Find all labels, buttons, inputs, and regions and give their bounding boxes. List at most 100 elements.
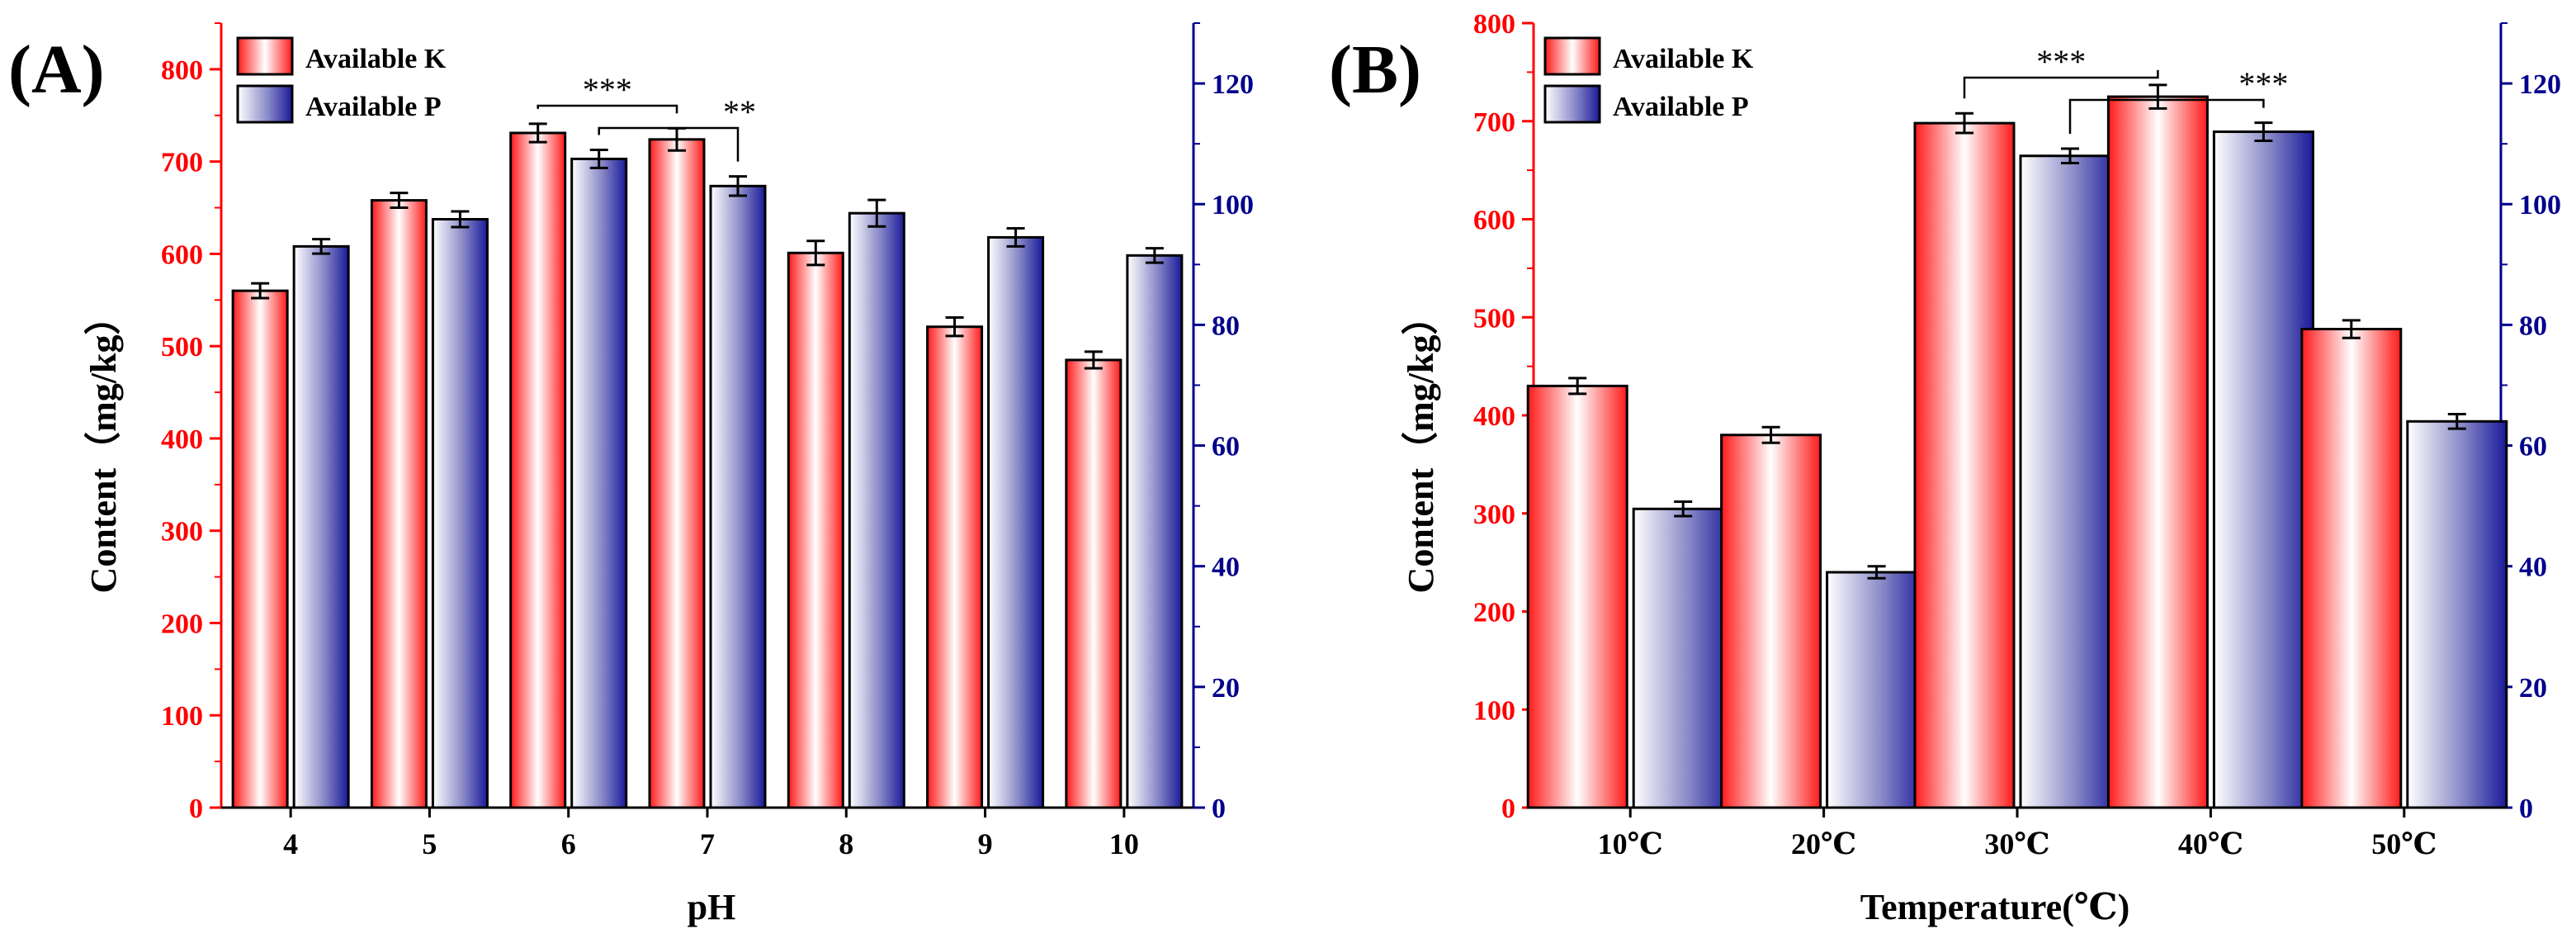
y-tick-label-left: 500 [161,332,203,363]
error-bar-available-k [251,282,270,300]
x-axis-title: Temperature(℃) [1860,887,2129,927]
y-tick-label-right: 0 [2519,794,2533,824]
bar-available-k [648,138,706,809]
error-bar-available-p [2447,413,2466,430]
y-tick-label-left: 800 [1473,9,1515,40]
y-tick-label-right: 80 [2519,310,2547,341]
error-bar-available-p [589,148,608,169]
error-bar-available-k [945,316,964,338]
y-tick-label-right: 120 [2519,69,2561,100]
bars [231,122,1184,809]
bar-available-p [987,235,1045,809]
x-tick-label: 8 [839,827,853,860]
error-bar-available-k [806,239,825,267]
error-bar-available-k [2148,83,2167,110]
legend-label-available-p: Available P [1613,92,1749,122]
significance-bracket [2068,98,2265,134]
error-bar-available-k [528,122,547,144]
y-tick-label-left: 600 [1473,206,1515,236]
y-tick-label-right: 40 [2519,552,2547,583]
x-tick-label: 20℃ [1791,827,1856,860]
bar-available-p [292,244,350,809]
x-tick-label: 40℃ [2178,827,2243,860]
x-tick-label: 6 [561,827,576,860]
bar-available-p [570,157,628,809]
y-tick-label-left: 200 [1473,598,1515,628]
legend-swatch-available-k [236,36,294,76]
panel-label: (B) [1329,31,1421,108]
bar-available-k [1065,358,1123,809]
y-tick-label-left: 300 [1473,500,1515,530]
x-tick-label: 9 [978,827,993,860]
y-tick-label-left: 0 [1501,794,1515,824]
error-bar-available-p [451,210,470,229]
legend-swatch-available-p [236,84,294,124]
panel-a: (A) pH Content（mg/kg） Available K Availa… [8,22,1254,927]
x-tick-label: 50℃ [2371,827,2437,860]
y-tick-label-left: 0 [189,794,203,824]
x-tick-label: 4 [283,827,298,860]
y-tick-label-right: 0 [1212,794,1226,824]
significance-label: ** [723,93,756,130]
error-bar-available-p [312,238,331,255]
y-tick-label-left: 200 [161,609,203,639]
error-bar-available-k [390,192,409,210]
bar-available-k [926,325,984,809]
y-tick-label-left: 700 [1473,107,1515,138]
y-axis-title: Content（mg/kg） [83,299,124,594]
y-tick-label-left: 100 [161,701,203,732]
legend-label-available-k: Available K [305,44,447,74]
x-tick-label: 30℃ [1984,827,2049,860]
legend-swatch-available-k [1543,36,1601,76]
legend-swatch-available-p [1543,84,1601,124]
error-bar-available-p [1674,500,1693,518]
x-axis-title: pH [688,887,736,927]
error-bar-available-k [2342,319,2361,339]
y-tick-label-right: 60 [1212,432,1240,462]
error-bar-available-k [1955,111,1973,135]
error-bar-available-p [2061,147,2079,165]
bar-available-k [1913,121,2016,809]
bar-available-k [1526,384,1628,809]
bar-available-k [2106,95,2209,809]
y-tick-label-left: 400 [1473,401,1515,432]
bar-available-k [2300,328,2403,809]
error-bar-available-p [1867,565,1886,580]
bar-available-p [2212,130,2314,809]
significance-bracket [1963,69,2159,99]
y-tick-label-left: 300 [161,517,203,547]
x-tick-label: 10 [1109,827,1139,860]
y-axis-title: Content（mg/kg） [1401,299,1441,594]
error-bar-available-k [1568,377,1587,396]
bar-available-p [709,184,767,809]
y-tick-label-left: 700 [161,148,203,178]
legend: Available K Available P [1543,36,1754,124]
y-tick-label-left: 400 [161,424,203,455]
error-bar-available-p [729,175,747,197]
y-tick-label-right: 20 [2519,673,2547,704]
significance-label: *** [2036,43,2086,80]
error-bar-available-p [867,198,886,228]
error-bar-available-p [2254,121,2273,142]
bar-available-k [1720,434,1822,809]
y-tick-label-right: 60 [2519,432,2547,462]
y-tick-label-right: 20 [1212,673,1240,704]
y-tick-label-left: 500 [1473,303,1515,334]
y-tick-label-right: 40 [1212,552,1240,583]
significance-brackets: ***** [536,71,756,162]
error-bar-available-p [1006,226,1025,248]
y-tick-label-right: 80 [1212,310,1240,341]
bar-available-p [431,218,489,809]
bar-available-p [1826,571,1928,809]
y-tick-label-right: 100 [2519,190,2561,220]
legend: Available K Available P [236,36,447,124]
bar-available-p [848,211,905,809]
bar-available-p [2019,154,2121,809]
significance-bracket [536,104,678,114]
bar-available-k [509,131,567,809]
significance-brackets: *** *** [1963,43,2288,134]
panel-label: (A) [8,31,105,108]
y-tick-label-right: 120 [1212,69,1254,100]
error-bar-available-k [1761,425,1780,444]
